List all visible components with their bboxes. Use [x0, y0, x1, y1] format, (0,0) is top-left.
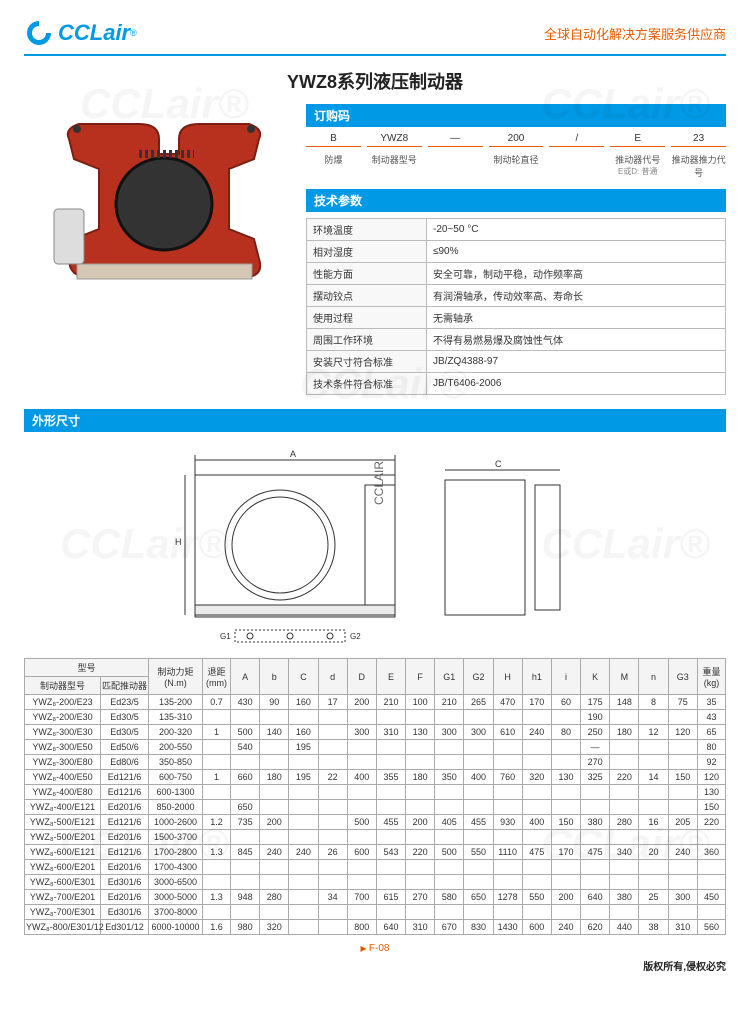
dim-row: YWZ₈-400/E50Ed121/6600-75016601801952240…: [25, 770, 726, 785]
spec-row: 周围工作环境不得有易燃易爆及腐蚀性气体: [307, 329, 726, 351]
dim-row: YWZ₈-500/E121Ed121/61000-26001.273520050…: [25, 815, 726, 830]
order-section-bar: 订购码: [306, 104, 726, 127]
dim-row: YWZ₈-800/E301/12Ed301/126000-100001.6980…: [25, 920, 726, 935]
svg-text:CCLAIR: CCLAIR: [372, 461, 386, 505]
page-number: F-08: [24, 943, 726, 954]
page-header: CCLair ® 全球自动化解决方案服务供应商: [24, 18, 726, 56]
spec-row: 技术条件符合标准JB/T6406-2006: [307, 373, 726, 395]
spec-row: 使用过程无需轴承: [307, 307, 726, 329]
dimensions-section-bar: 外形尺寸: [24, 409, 726, 432]
dimensions-table: 型号制动力矩(N.m)退距(mm)AbCdDEFG1G2Hh1iKMnG3重量(…: [24, 658, 726, 935]
product-image: [24, 104, 294, 314]
order-desc-cell: 防爆: [306, 153, 361, 179]
spec-row: 性能方面安全可靠，制动平稳，动作频率高: [307, 263, 726, 285]
order-desc-row: 防爆制动器型号 制动轮直径 推动器代号E或D: 普通推动器推力代号: [306, 153, 726, 179]
copyright: 版权所有,侵权必究: [24, 958, 726, 973]
dim-row: YWZ₈-400/E121Ed201/6850-2000650150: [25, 800, 726, 815]
order-desc-cell: 制动轮直径: [489, 153, 544, 179]
slogan: 全球自动化解决方案服务供应商: [544, 24, 726, 43]
dim-row: YWZ₈-300/E50Ed50/6200-550540195—80: [25, 740, 726, 755]
dim-row: YWZ₈-600/E201Ed201/61700-4300: [25, 860, 726, 875]
spec-row: 摆动铰点有润滑轴承，传动效率高、寿命长: [307, 285, 726, 307]
order-cell: —: [428, 133, 483, 149]
dim-row: YWZ₈-400/E80Ed121/6600-1300130: [25, 785, 726, 800]
dim-row: YWZ₈-600/E121Ed121/61700-28001.384524024…: [25, 845, 726, 860]
order-cell: E: [610, 133, 665, 149]
spec-section-bar: 技术参数: [306, 189, 726, 212]
logo-text: CCLair: [58, 20, 130, 46]
dimension-diagram: A H C G1 G2 CCLAIR: [24, 440, 726, 650]
spec-row: 安装尺寸符合标准JB/ZQ4388-97: [307, 351, 726, 373]
spec-row: 环境温度-20~50 °C: [307, 219, 726, 241]
dim-row: YWZ₈-500/E201Ed201/61500-3700: [25, 830, 726, 845]
order-cell: 200: [489, 133, 544, 149]
dim-row: YWZ₈-300/E80Ed80/6350-85027092: [25, 755, 726, 770]
order-desc-cell: [549, 153, 604, 179]
dim-row: YWZ₈-600/E301Ed301/63000-6500: [25, 875, 726, 890]
order-cell: 23: [671, 133, 726, 149]
order-cell: YWZ8: [367, 133, 422, 149]
spec-row: 相对湿度≤90%: [307, 241, 726, 263]
dim-row: YWZ₈-700/E201Ed201/63000-50001.394828034…: [25, 890, 726, 905]
dim-row: YWZ₈-200/E23Ed23/5135-2000.7430901601720…: [25, 695, 726, 710]
order-desc-cell: 推动器代号E或D: 普通: [610, 153, 665, 179]
order-desc-cell: [428, 153, 483, 179]
order-desc-cell: 制动器型号: [367, 153, 422, 179]
order-desc-cell: 推动器推力代号: [671, 153, 726, 179]
dim-row: YWZ₈-700/E301Ed301/63700-8000: [25, 905, 726, 920]
logo-registered: ®: [130, 28, 137, 38]
svg-text:G1: G1: [220, 632, 231, 641]
page-title: YWZ8系列液压制动器: [24, 68, 726, 94]
order-cell: /: [549, 133, 604, 149]
order-cell: B: [306, 133, 361, 149]
logo-icon: [24, 18, 54, 48]
svg-text:A: A: [290, 449, 296, 459]
spec-table: 环境温度-20~50 °C相对湿度≤90%性能方面安全可靠，制动平稳，动作频率高…: [306, 218, 726, 395]
svg-text:H: H: [175, 537, 182, 547]
dim-row: YWZ₈-200/E30Ed30/5135-31019043: [25, 710, 726, 725]
svg-text:G2: G2: [350, 632, 361, 641]
dim-row: YWZ₈-300/E30Ed30/5200-320150014016030031…: [25, 725, 726, 740]
svg-text:C: C: [495, 459, 502, 469]
order-code-row: B YWZ8 — 200 / E 23: [306, 133, 726, 149]
logo: CCLair ®: [24, 18, 137, 48]
